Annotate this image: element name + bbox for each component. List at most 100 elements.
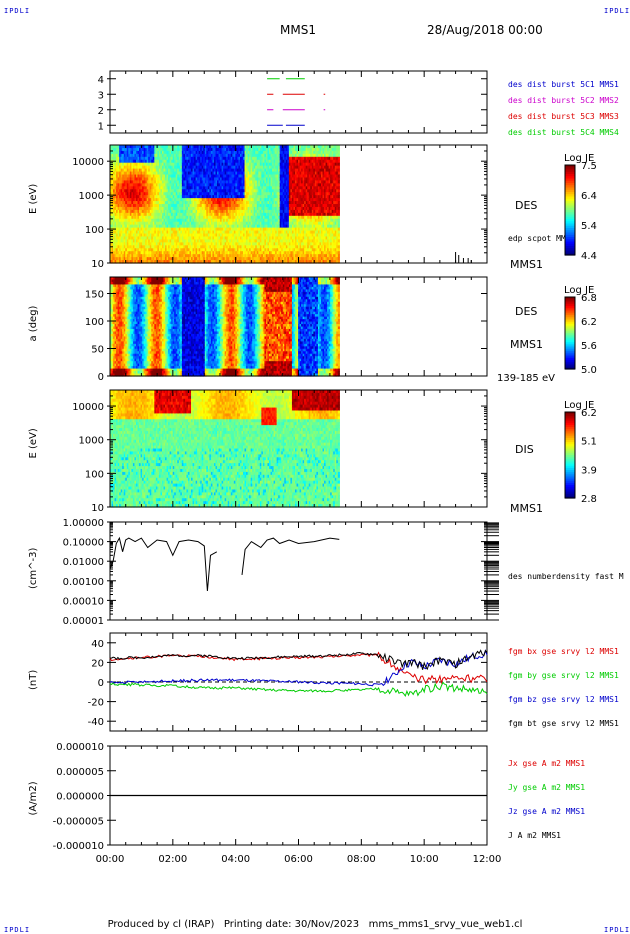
heatmap-cell (145, 189, 148, 193)
heatmap-cell (117, 204, 120, 208)
heatmap-cell (142, 192, 145, 196)
heatmap-cell (110, 192, 113, 196)
heatmap-cell (129, 168, 133, 173)
heatmap-cell (142, 215, 145, 220)
heatmap-cell (117, 156, 120, 161)
heatmap-cell (129, 150, 133, 155)
heatmap-cell (174, 242, 177, 246)
heatmap-cell (171, 251, 174, 255)
heatmap-cell (158, 201, 162, 205)
heatmap-cell (134, 215, 137, 220)
heatmap-cell (161, 168, 165, 173)
heatmap-cell (129, 180, 133, 184)
heatmap-cell (114, 174, 117, 179)
heatmap-cell (158, 212, 162, 217)
heatmap-cell (174, 224, 177, 229)
heatmap-cell (123, 209, 126, 214)
heatmap-cell (161, 201, 165, 205)
heatmap-cell (120, 150, 123, 155)
heatmap-cell (139, 195, 142, 199)
heatmap-cell (171, 260, 174, 264)
heatmap-cell (128, 221, 131, 226)
heatmap-cell (168, 195, 171, 199)
heatmap-cell (149, 260, 152, 264)
heatmap-cell (119, 201, 122, 205)
heatmap-cell (152, 174, 155, 179)
heatmap-cell (157, 189, 160, 193)
heatmap-cell (122, 147, 125, 152)
heatmap-cell (175, 209, 178, 214)
heatmap-cell (155, 204, 158, 208)
heatmap-cell (165, 153, 168, 158)
heatmap-cell (137, 168, 140, 173)
heatmap-cell (163, 224, 166, 229)
heatmap-cell (172, 239, 175, 243)
heatmap-cell (169, 224, 172, 229)
heatmap-cell (172, 209, 175, 214)
heatmap-cell (114, 156, 117, 161)
heatmap-cell (178, 180, 181, 184)
heatmap-cell (151, 165, 154, 170)
heatmap-cell (169, 212, 172, 217)
heatmap-cell (155, 189, 158, 193)
heatmap-cell (168, 192, 171, 196)
heatmap-cell (142, 248, 145, 252)
heatmap-cell (149, 245, 152, 249)
heatmap-cell (142, 162, 145, 167)
heatmap-cell (137, 204, 140, 208)
heatmap-cell (145, 248, 148, 252)
heatmap-cell (126, 254, 129, 258)
heatmap-cell (172, 224, 175, 229)
heatmap-cell (125, 245, 128, 249)
heatmap-cell (161, 171, 165, 176)
heatmap-cell (163, 177, 166, 181)
heatmap-cell (174, 156, 177, 161)
heatmap-cell (152, 198, 155, 202)
heatmap-cell (151, 209, 154, 214)
heatmap-cell (145, 206, 148, 211)
heatmap-cell (135, 218, 139, 223)
heatmap-cell (161, 162, 165, 167)
heatmap-cell (122, 251, 125, 255)
heatmap-cell (129, 236, 133, 240)
heatmap-cell (143, 212, 146, 217)
heatmap-cell (110, 189, 113, 193)
heatmap-cell (122, 174, 125, 179)
heatmap-cell (151, 248, 154, 252)
heatmap-cell (132, 174, 136, 179)
heatmap-cell (168, 209, 171, 214)
heatmap-cell (175, 233, 178, 238)
heatmap-cell (135, 159, 139, 164)
heatmap-cell (168, 171, 171, 176)
heatmap-cell (174, 165, 177, 170)
heatmap-cell (110, 221, 113, 226)
heatmap-cell (117, 248, 120, 252)
heatmap-cell (171, 147, 174, 152)
heatmap-cell (154, 242, 157, 246)
heatmap-cell (119, 153, 122, 158)
heatmap-cell (161, 174, 165, 179)
heatmap-cell (139, 174, 142, 179)
heatmap-cell (175, 248, 178, 252)
heatmap-cell (158, 186, 162, 190)
heatmap-cell (125, 260, 128, 264)
heatmap-cell (152, 236, 155, 240)
heatmap-cell (131, 218, 134, 223)
heatmap-cell (171, 230, 174, 235)
heatmap-cell (135, 254, 139, 258)
heatmap-cell (142, 147, 145, 152)
heatmap-cell (131, 180, 134, 184)
spacecraft-title: MMS1 (280, 23, 316, 37)
heatmap-cell (149, 150, 152, 155)
heatmap-cell (119, 162, 122, 167)
heatmap-cell (157, 204, 160, 208)
heatmap-cell (110, 147, 113, 152)
heatmap-cell (175, 215, 178, 220)
heatmap-cell (177, 218, 180, 223)
heatmap-cell (148, 165, 151, 170)
heatmap-cell (155, 257, 158, 261)
heatmap-cell (160, 206, 163, 211)
heatmap-cell (113, 201, 116, 205)
heatmap-cell (151, 239, 154, 243)
heatmap-cell (157, 206, 160, 211)
